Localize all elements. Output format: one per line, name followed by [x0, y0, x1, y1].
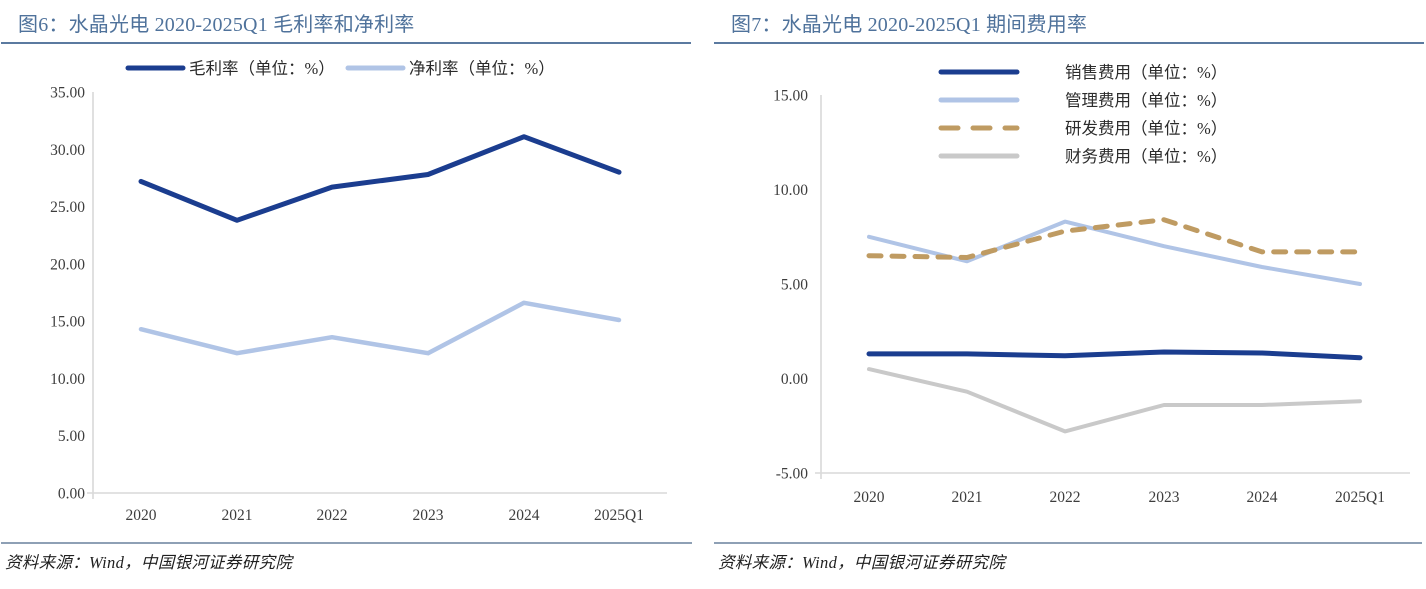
figure-7-title-underline — [714, 42, 1424, 44]
series-line-0 — [138, 134, 622, 223]
y-tick-label: 15.00 — [50, 314, 85, 331]
series-line-2 — [866, 217, 1363, 260]
y-tick-label: 0.00 — [781, 371, 808, 388]
y-tick-label: 25.00 — [50, 199, 85, 216]
y-tick-label: 20.00 — [50, 256, 85, 273]
y-tick-label: 10.00 — [50, 371, 85, 388]
legend-label: 研发费用（单位：%） — [1065, 119, 1227, 138]
x-category-label: 2024 — [509, 507, 540, 524]
x-category-label: 2025Q1 — [594, 507, 644, 524]
gross-net-margin-line-chart: 0.00 5.00 10.00 15.00 20.00 25.00 30.00 35.00 20… — [50, 59, 667, 524]
figure-7-title: 图7：水晶光电 2020-2025Q1 期间费用率 — [731, 14, 1088, 36]
series-line-1 — [138, 300, 622, 356]
series-line-3 — [867, 367, 1362, 434]
x-category-label: 2021 — [952, 489, 983, 506]
x-category-label: 2023 — [413, 507, 444, 524]
y-tick-label: 10.00 — [773, 182, 808, 199]
legend-item-0: 毛利率（单位：%） — [125, 59, 335, 78]
legend-item-1: 管理费用（单位：%） — [938, 91, 1227, 110]
x-category-label: 2021 — [222, 507, 253, 524]
expense-ratios-line-chart: -5.00 0.00 5.00 10.00 15.00 2020 2021 2022 2023 2… — [773, 63, 1410, 506]
series-line-0 — [866, 349, 1363, 361]
y-tick-label: 15.00 — [773, 88, 808, 105]
figure-6-title: 图6：水晶光电 2020-2025Q1 毛利率和净利率 — [18, 14, 415, 36]
figure-7-source-text: 资料来源：Wind，中国银河证券研究院 — [718, 553, 1006, 572]
x-category-label: 2022 — [1050, 489, 1081, 506]
figure-6-panel: 图6：水晶光电 2020-2025Q1 毛利率和净利率 0.00 5.00 10.0… — [1, 14, 692, 588]
y-tick-label: 35.00 — [50, 85, 85, 102]
figure-6-source-row: 资料来源：Wind，中国银河证券研究院 — [1, 542, 692, 588]
figure-7-panel: 图7：水晶光电 2020-2025Q1 期间费用率 -5.00 0.00 5.00 1… — [713, 0, 1426, 589]
legend-item-3: 财务费用（单位：%） — [938, 147, 1227, 166]
legend-label: 财务费用（单位：%） — [1065, 147, 1227, 166]
y-tick-label: 5.00 — [781, 277, 808, 294]
legend-label: 管理费用（单位：%） — [1065, 91, 1227, 110]
y-tick-label: -5.00 — [776, 466, 809, 483]
figure-6-title-underline — [1, 42, 691, 44]
x-category-label: 2022 — [317, 507, 348, 524]
figure-6-source-text: 资料来源：Wind，中国银河证券研究院 — [5, 553, 293, 572]
legend-item-1: 净利率（单位：%） — [345, 59, 555, 78]
legend-item-0: 销售费用（单位：%） — [938, 63, 1227, 82]
x-category-label: 2024 — [1247, 489, 1278, 506]
legend-label: 毛利率（单位：%） — [189, 59, 335, 78]
x-category-label: 2020 — [126, 507, 157, 524]
y-tick-label: 30.00 — [50, 142, 85, 159]
legend-label: 净利率（单位：%） — [409, 59, 555, 78]
figure-7-source-row: 资料来源：Wind，中国银河证券研究院 — [714, 542, 1422, 588]
x-category-label: 2025Q1 — [1335, 489, 1385, 506]
x-category-label: 2020 — [854, 489, 885, 506]
x-category-label: 2023 — [1149, 489, 1180, 506]
legend-item-2: 研发费用（单位：%） — [938, 119, 1227, 138]
y-tick-label: 5.00 — [58, 428, 85, 445]
y-tick-label: 0.00 — [58, 486, 85, 503]
legend-label: 销售费用（单位：%） — [1065, 63, 1227, 82]
